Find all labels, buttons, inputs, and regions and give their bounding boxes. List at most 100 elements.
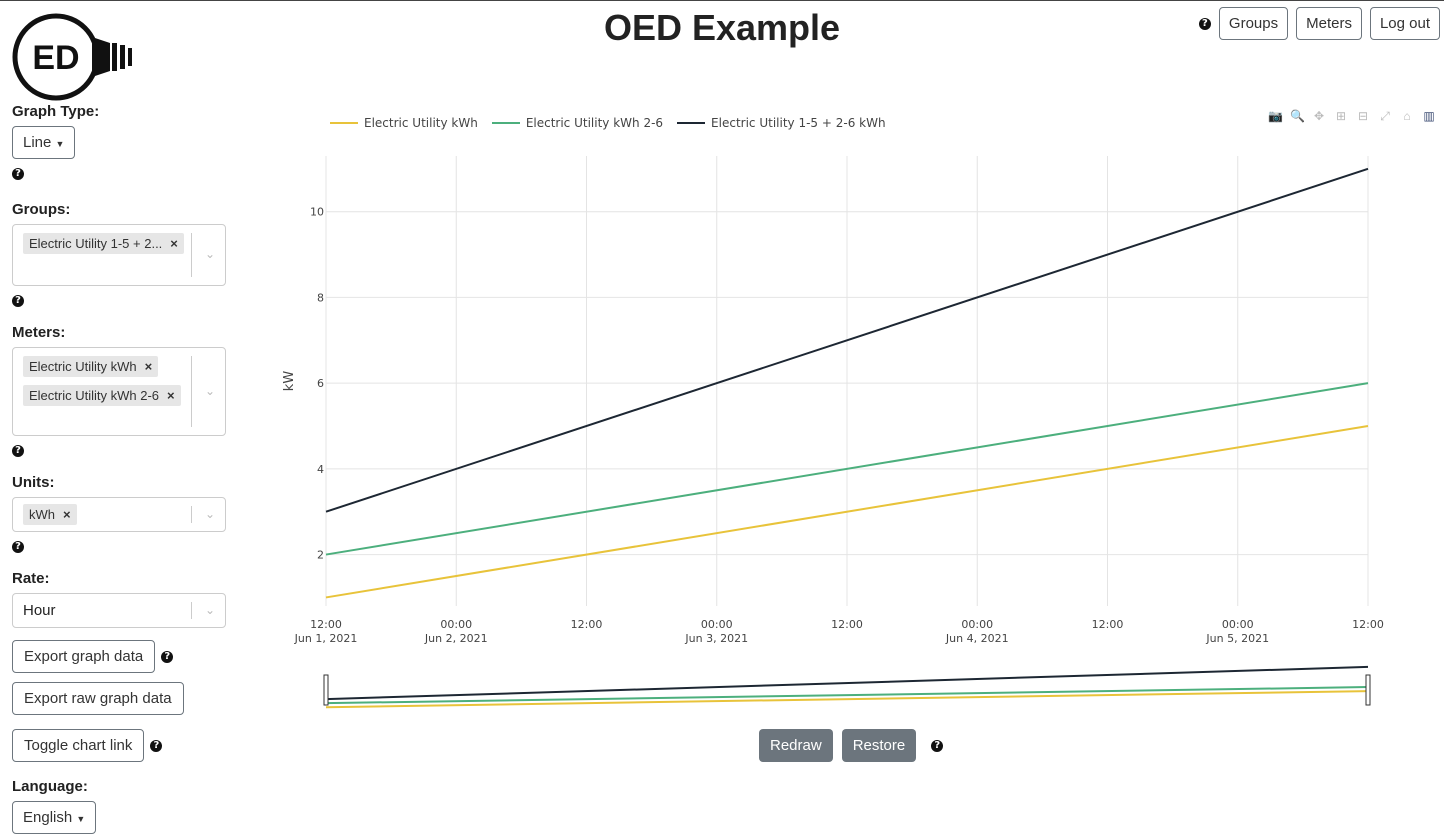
chart-legend: Electric Utility kWh Electric Utility kW… bbox=[330, 116, 886, 130]
zoom-in-icon[interactable]: ⊞ bbox=[1335, 109, 1347, 123]
caret-down-icon: ▼ bbox=[76, 814, 86, 824]
help-icon[interactable]: ? bbox=[161, 650, 174, 663]
graph-type-label: Graph Type: bbox=[12, 103, 100, 120]
remove-chip-icon[interactable]: × bbox=[167, 388, 175, 403]
remove-chip-icon[interactable]: × bbox=[144, 359, 153, 374]
chip-label: Electric Utility 1-5 + 2... bbox=[29, 236, 163, 251]
chart-container: Electric Utility kWh Electric Utility kW… bbox=[250, 101, 1444, 721]
meter-chip: Electric Utility kWh 2-6 × bbox=[23, 385, 181, 406]
x-tick-label: 00:00 bbox=[1222, 618, 1254, 631]
groups-button[interactable]: Groups bbox=[1218, 7, 1289, 40]
groups-select[interactable]: Electric Utility 1-5 + 2... × ⌄ bbox=[12, 224, 226, 286]
chevron-down-icon[interactable]: ⌄ bbox=[204, 247, 215, 261]
export-raw-graph-data-button[interactable]: Export raw graph data bbox=[12, 682, 184, 715]
y-tick-label: 6 bbox=[317, 377, 324, 390]
legend-item[interactable]: Electric Utility kWh 2-6 bbox=[491, 116, 664, 130]
chip-label: Electric Utility kWh bbox=[29, 359, 137, 374]
select-divider bbox=[191, 233, 192, 277]
autoscale-icon[interactable]: ⤢ bbox=[1380, 109, 1390, 123]
zoom-out-icon[interactable]: ⊟ bbox=[1357, 109, 1369, 123]
home-icon[interactable]: ⌂ bbox=[1403, 109, 1411, 123]
oed-logo: ED bbox=[12, 13, 132, 101]
top-nav: ? Groups Meters Log out bbox=[1198, 7, 1440, 40]
legend-label: Electric Utility kWh 2-6 bbox=[525, 116, 664, 130]
remove-chip-icon[interactable]: × bbox=[63, 507, 71, 522]
y-tick-label: 2 bbox=[317, 549, 324, 562]
sidebar: Graph Type: Line ▼ ? Groups: Electric Ut… bbox=[12, 103, 232, 834]
help-icon[interactable]: ? bbox=[150, 739, 163, 752]
x-tick-label: 12:00 bbox=[1352, 618, 1384, 631]
rate-value: Hour bbox=[23, 602, 56, 619]
restore-button[interactable]: Restore bbox=[841, 729, 917, 762]
select-divider bbox=[191, 602, 192, 619]
legend-item[interactable]: Electric Utility 1-5 + 2-6 kWh bbox=[677, 116, 886, 130]
y-tick-label: 4 bbox=[317, 463, 324, 476]
export-graph-data-button[interactable]: Export graph data bbox=[12, 640, 156, 673]
logout-button[interactable]: Log out bbox=[1369, 7, 1440, 40]
legend-label: Electric Utility 1-5 + 2-6 kWh bbox=[711, 116, 886, 130]
chevron-down-icon[interactable]: ⌄ bbox=[204, 383, 215, 398]
x-tick-date-label: Jun 1, 2021 bbox=[294, 632, 358, 645]
legend-swatch bbox=[330, 122, 358, 124]
x-tick-date-label: Jun 2, 2021 bbox=[424, 632, 488, 645]
meters-help[interactable]: ? bbox=[12, 440, 232, 458]
y-tick-label: 10 bbox=[310, 206, 324, 219]
chip-label: Electric Utility kWh 2-6 bbox=[29, 388, 160, 403]
groups-help[interactable]: ? bbox=[12, 290, 232, 308]
export-row: Export graph data ? bbox=[12, 640, 232, 673]
unit-chip: kWh × bbox=[23, 504, 77, 525]
pan-icon[interactable]: ✥ bbox=[1313, 109, 1325, 123]
toggle-chart-link-button[interactable]: Toggle chart link bbox=[12, 729, 145, 762]
range-slider-handle-right bbox=[1365, 674, 1371, 706]
help-icon[interactable]: ? bbox=[12, 168, 24, 180]
rate-label: Rate: bbox=[12, 570, 50, 587]
zoom-icon[interactable]: 🔍 bbox=[1290, 109, 1305, 123]
x-tick-date-label: Jun 3, 2021 bbox=[684, 632, 748, 645]
units-help[interactable]: ? bbox=[12, 536, 232, 554]
rate-select[interactable]: Hour ⌄ bbox=[12, 593, 226, 628]
toggle-link-row: Toggle chart link ? bbox=[12, 729, 232, 762]
legend-item[interactable]: Electric Utility kWh bbox=[330, 116, 478, 130]
help-icon[interactable]: ? bbox=[1198, 17, 1211, 30]
x-tick-label: 12:00 bbox=[571, 618, 603, 631]
chevron-down-icon[interactable]: ⌄ bbox=[204, 506, 215, 521]
graph-type-help[interactable]: ? bbox=[12, 163, 232, 181]
x-tick-label: 12:00 bbox=[1092, 618, 1124, 631]
range-slider-handle-left bbox=[323, 674, 329, 706]
chart-modebar: 📷 🔍 ✥ ⊞ ⊟ ⤢ ⌂ ▥ bbox=[1268, 109, 1436, 124]
meters-label: Meters: bbox=[12, 324, 66, 341]
legend-swatch bbox=[677, 122, 706, 124]
x-tick-date-label: Jun 5, 2021 bbox=[1205, 632, 1269, 645]
language-label: Language: bbox=[12, 778, 88, 795]
legend-label: Electric Utility kWh bbox=[364, 116, 478, 130]
range-slider-series bbox=[325, 690, 1369, 709]
x-tick-label: 12:00 bbox=[831, 618, 863, 631]
units-select[interactable]: kWh × ⌄ bbox=[12, 497, 226, 532]
x-tick-label: 00:00 bbox=[440, 618, 472, 631]
help-icon[interactable]: ? bbox=[12, 295, 24, 307]
export-raw-row: Export raw graph data bbox=[12, 682, 232, 715]
y-tick-label: 8 bbox=[317, 291, 324, 304]
logo-text: ED bbox=[32, 39, 79, 77]
select-divider bbox=[191, 506, 192, 523]
series-line bbox=[325, 382, 1369, 556]
range-slider-series bbox=[325, 665, 1369, 701]
help-icon[interactable]: ? bbox=[931, 739, 944, 752]
x-tick-date-label: Jun 4, 2021 bbox=[945, 632, 1009, 645]
group-chip: Electric Utility 1-5 + 2... × bbox=[23, 233, 184, 254]
help-icon[interactable]: ? bbox=[12, 541, 24, 553]
chart-controls: Redraw Restore ? bbox=[759, 729, 944, 762]
caret-down-icon: ▼ bbox=[55, 139, 65, 149]
redraw-button[interactable]: Redraw bbox=[759, 729, 833, 762]
help-icon[interactable]: ? bbox=[12, 445, 24, 457]
meters-button[interactable]: Meters bbox=[1296, 7, 1362, 40]
plotly-logo-icon[interactable]: ▥ bbox=[1423, 109, 1435, 123]
camera-icon[interactable]: 📷 bbox=[1268, 109, 1283, 123]
language-dropdown[interactable]: English ▼ bbox=[12, 801, 97, 834]
x-tick-label: 00:00 bbox=[701, 618, 733, 631]
meters-select[interactable]: Electric Utility kWh × Electric Utility … bbox=[12, 347, 226, 436]
chevron-down-icon[interactable]: ⌄ bbox=[204, 602, 215, 617]
graph-type-dropdown[interactable]: Line ▼ bbox=[12, 126, 76, 159]
remove-chip-icon[interactable]: × bbox=[170, 236, 178, 251]
